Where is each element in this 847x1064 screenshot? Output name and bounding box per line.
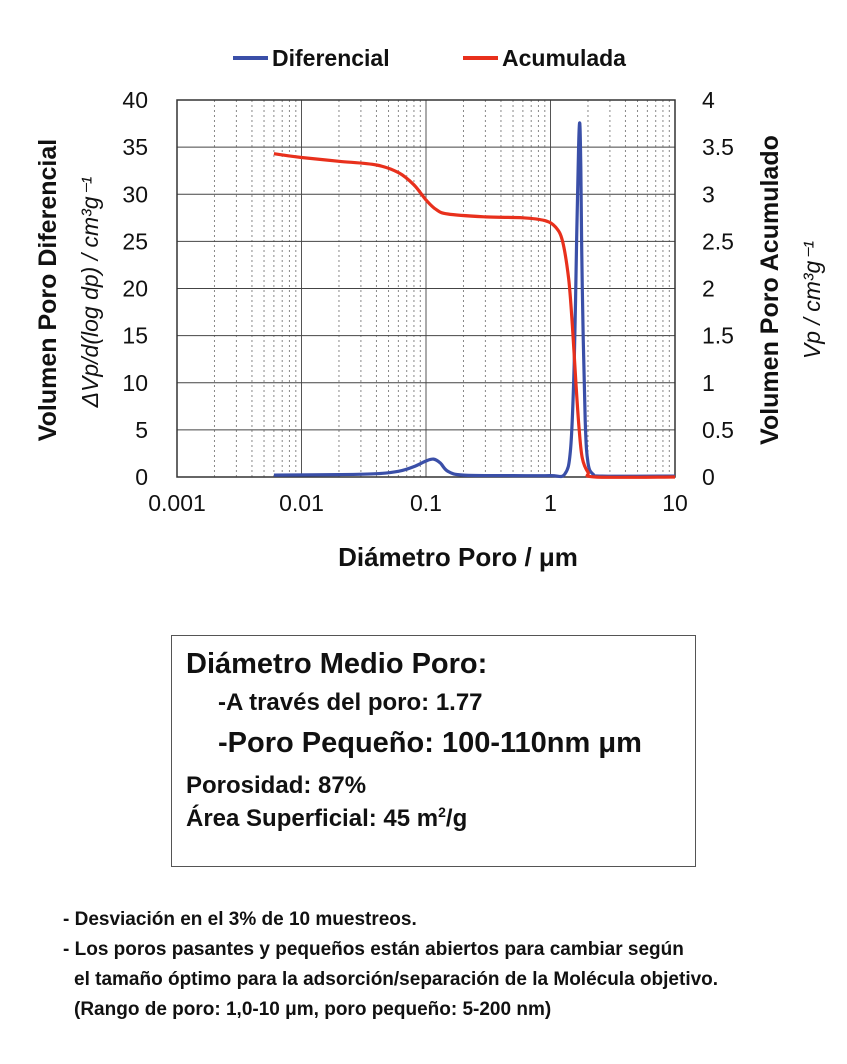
x-tick-label: 0.1	[410, 490, 442, 516]
info-title: Diámetro Medio Poro:	[186, 648, 488, 680]
right-y-axis-expression: Vp / cm³g⁻¹	[799, 241, 825, 360]
right-y-tick-label: 3.5	[702, 134, 734, 160]
right-y-tick-label: 0.5	[702, 417, 734, 443]
legend-label-diferencial: Diferencial	[272, 45, 390, 71]
note-pores-line2: el tamaño óptimo para la adsorción/separ…	[74, 969, 719, 990]
info-surface-area-unit: /g	[445, 805, 468, 832]
x-axis-ticks: 0.001 0.01 0.1 1 10	[148, 490, 688, 516]
left-y-tick-label: 5	[135, 417, 148, 443]
x-tick-label: 10	[662, 490, 688, 516]
left-y-tick-label: 25	[122, 228, 148, 254]
right-y-tick-label: 2	[702, 276, 715, 302]
pore-info-box: Diámetro Medio Poro: -A través del poro:…	[171, 635, 696, 867]
right-y-tick-label: 1.5	[702, 323, 734, 349]
info-through-pore: -A través del poro: 1.77	[218, 689, 483, 716]
left-y-tick-label: 40	[122, 87, 148, 113]
x-axis-title: Diámetro Poro / μm	[338, 542, 578, 572]
note-pores-line1: - Los poros pasantes y pequeños están ab…	[63, 939, 684, 960]
right-y-tick-label: 0	[702, 464, 715, 490]
chart-legend: Diferencial Acumulada	[233, 45, 626, 71]
note-pore-range: (Rango de poro: 1,0-10 μm, poro pequeño:…	[74, 999, 552, 1020]
right-y-axis-ticks: 0 0.5 1 1.5 2 2.5 3 3.5 4	[702, 87, 734, 490]
x-tick-label: 0.001	[148, 490, 206, 516]
left-y-axis-title: Volumen Poro Diferencial	[34, 139, 62, 441]
left-y-tick-label: 30	[122, 181, 148, 207]
left-y-axis-ticks: 0 5 10 15 20 25 30 35 40	[122, 87, 148, 490]
info-surface-area-exponent: 2	[438, 804, 446, 820]
left-y-axis-expression: ΔVp/d(log dp) / cm³g⁻¹	[77, 176, 103, 408]
left-y-tick-label: 0	[135, 464, 148, 490]
right-y-axis-title: Volumen Poro Acumulado	[756, 135, 784, 445]
right-y-tick-label: 1	[702, 370, 715, 396]
plot-frame	[176, 99, 676, 478]
right-y-tick-label: 3	[702, 181, 715, 207]
info-surface-area: Área Superficial: 45 m2/g	[186, 804, 695, 833]
pore-distribution-chart: 0.001 0.01 0.1 1 10 0 5 10 15 20 25 30 35 40 0 0.5 1 1.…	[34, 45, 825, 572]
chart-grid	[177, 100, 675, 477]
right-y-tick-label: 2.5	[702, 228, 734, 254]
series-line-acumulada	[273, 152, 676, 479]
x-tick-label: 1	[544, 490, 557, 516]
legend-label-acumulada: Acumulada	[502, 45, 626, 71]
x-tick-label: 0.01	[279, 490, 324, 516]
info-porosity: Porosidad: 87%	[186, 772, 367, 799]
series-line-diferencial	[273, 121, 676, 479]
note-deviation: - Desviación en el 3% de 10 muestreos.	[63, 909, 417, 930]
info-small-pore: -Poro Pequeño: 100-110nm μm	[218, 727, 642, 759]
right-y-tick-label: 4	[702, 87, 715, 113]
left-y-tick-label: 20	[122, 276, 148, 302]
left-y-tick-label: 15	[122, 323, 148, 349]
info-surface-area-text: Área Superficial: 45 m	[186, 805, 439, 832]
left-y-tick-label: 10	[122, 370, 148, 396]
footnotes: - Desviación en el 3% de 10 muestreos. -…	[63, 905, 833, 1025]
left-y-tick-label: 35	[122, 134, 148, 160]
chart-series	[273, 121, 676, 479]
